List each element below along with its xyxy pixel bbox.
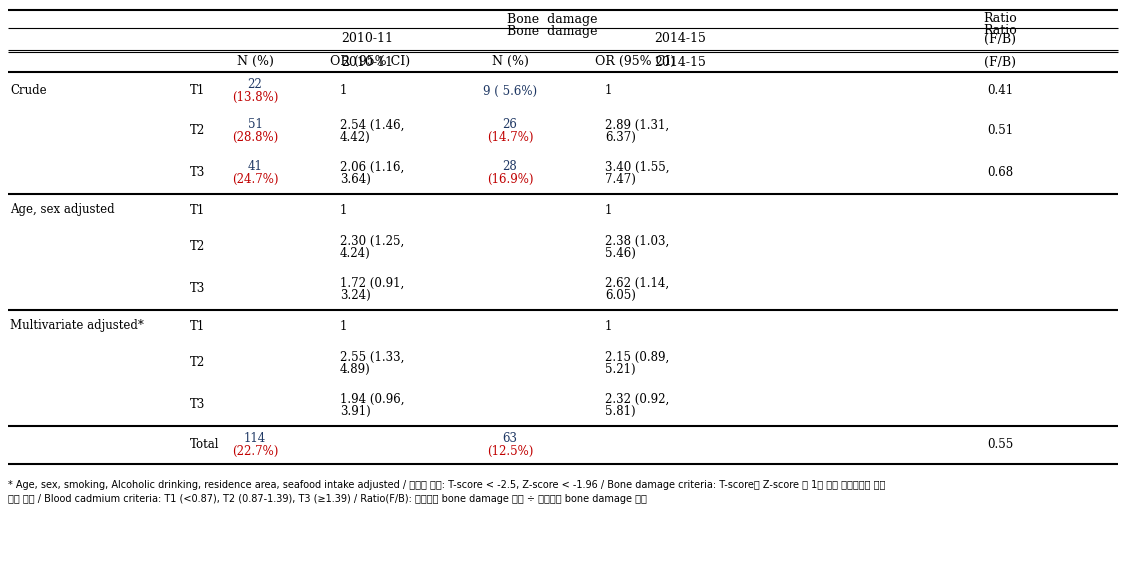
Text: N (%): N (%) (492, 55, 528, 67)
Text: T3: T3 (190, 166, 205, 180)
Text: 5.81): 5.81) (605, 404, 635, 418)
Text: 1.72 (0.91,: 1.72 (0.91, (340, 276, 404, 290)
Text: N (%): N (%) (236, 55, 274, 67)
Text: 2.30 (1.25,: 2.30 (1.25, (340, 234, 404, 248)
Text: 4.89): 4.89) (340, 362, 370, 376)
Text: Bone  damage: Bone damage (507, 13, 598, 25)
Text: 1: 1 (605, 320, 613, 332)
Text: 1: 1 (340, 203, 348, 217)
Text: T2: T2 (190, 241, 205, 253)
Text: 2.06 (1.16,: 2.06 (1.16, (340, 161, 404, 173)
Text: (16.9%): (16.9%) (486, 172, 534, 185)
Text: (13.8%): (13.8%) (232, 90, 278, 104)
Text: 2.15 (0.89,: 2.15 (0.89, (605, 351, 669, 363)
Text: 4.24): 4.24) (340, 247, 370, 260)
Text: 1: 1 (605, 85, 613, 97)
Text: 51: 51 (248, 119, 262, 131)
Text: 2.38 (1.03,: 2.38 (1.03, (605, 234, 669, 248)
Text: T3: T3 (190, 399, 205, 411)
Text: 0.41: 0.41 (986, 85, 1013, 97)
Text: 1: 1 (340, 85, 348, 97)
Text: 7.47): 7.47) (605, 172, 636, 185)
Text: 3.91): 3.91) (340, 404, 370, 418)
Text: (28.8%): (28.8%) (232, 131, 278, 143)
Text: 하는 경우 / Blood cadmium criteria: T1 (<0.87), T2 (0.87-1.39), T3 (≥1.39) / Ratio(F: 하는 경우 / Blood cadmium criteria: T1 (<0.8… (8, 494, 646, 504)
Text: Ratio: Ratio (983, 13, 1017, 25)
Text: T2: T2 (190, 357, 205, 369)
Text: 0.68: 0.68 (986, 166, 1013, 180)
Text: Total: Total (190, 438, 220, 452)
Text: T1: T1 (190, 85, 205, 97)
Text: 28: 28 (502, 161, 517, 173)
Text: T2: T2 (190, 124, 205, 138)
Text: (F/B): (F/B) (984, 32, 1016, 46)
Text: 3.64): 3.64) (340, 172, 370, 185)
Text: 2.89 (1.31,: 2.89 (1.31, (605, 119, 669, 131)
Text: 22: 22 (248, 78, 262, 92)
Text: Age, sex adjusted: Age, sex adjusted (10, 203, 115, 217)
Text: 2.62 (1.14,: 2.62 (1.14, (605, 276, 669, 290)
Text: 2.32 (0.92,: 2.32 (0.92, (605, 392, 669, 406)
Text: 2010-11: 2010-11 (341, 55, 393, 69)
Text: 26: 26 (502, 119, 518, 131)
Text: * Age, sex, smoking, Alcoholic drinking, residence area, seafood intake adjusted: * Age, sex, smoking, Alcoholic drinking,… (8, 480, 885, 490)
Text: Crude: Crude (10, 85, 46, 97)
Text: 6.05): 6.05) (605, 289, 636, 301)
Text: (12.5%): (12.5%) (486, 445, 534, 457)
Text: Bone  damage: Bone damage (507, 25, 598, 37)
Text: 2010-11: 2010-11 (341, 32, 393, 46)
Text: (22.7%): (22.7%) (232, 445, 278, 457)
Text: 2.54 (1.46,: 2.54 (1.46, (340, 119, 404, 131)
Text: 41: 41 (248, 161, 262, 173)
Text: 5.46): 5.46) (605, 247, 636, 260)
Text: Multivariate adjusted*: Multivariate adjusted* (10, 320, 144, 332)
Text: 3.24): 3.24) (340, 289, 370, 301)
Text: 9 ( 5.6%): 9 ( 5.6%) (483, 85, 537, 97)
Text: (14.7%): (14.7%) (486, 131, 534, 143)
Text: 0.51: 0.51 (986, 124, 1013, 138)
Text: 1.94 (0.96,: 1.94 (0.96, (340, 392, 404, 406)
Text: Ratio: Ratio (983, 25, 1017, 37)
Text: 2.55 (1.33,: 2.55 (1.33, (340, 351, 404, 363)
Text: 0.55: 0.55 (986, 438, 1013, 452)
Text: 4.42): 4.42) (340, 131, 370, 143)
Text: T1: T1 (190, 203, 205, 217)
Text: 2014-15: 2014-15 (654, 32, 706, 46)
Text: OR (95% CI): OR (95% CI) (330, 55, 410, 67)
Text: 2014-15: 2014-15 (654, 55, 706, 69)
Text: T1: T1 (190, 320, 205, 332)
Text: 114: 114 (244, 433, 266, 445)
Text: 3.40 (1.55,: 3.40 (1.55, (605, 161, 670, 173)
Text: (24.7%): (24.7%) (232, 172, 278, 185)
Text: (F/B): (F/B) (984, 55, 1016, 69)
Text: 1: 1 (340, 320, 348, 332)
Text: T3: T3 (190, 282, 205, 295)
Text: 63: 63 (502, 433, 518, 445)
Text: 6.37): 6.37) (605, 131, 636, 143)
Text: 5.21): 5.21) (605, 362, 635, 376)
Text: OR (95% CI): OR (95% CI) (595, 55, 676, 67)
Text: 1: 1 (605, 203, 613, 217)
